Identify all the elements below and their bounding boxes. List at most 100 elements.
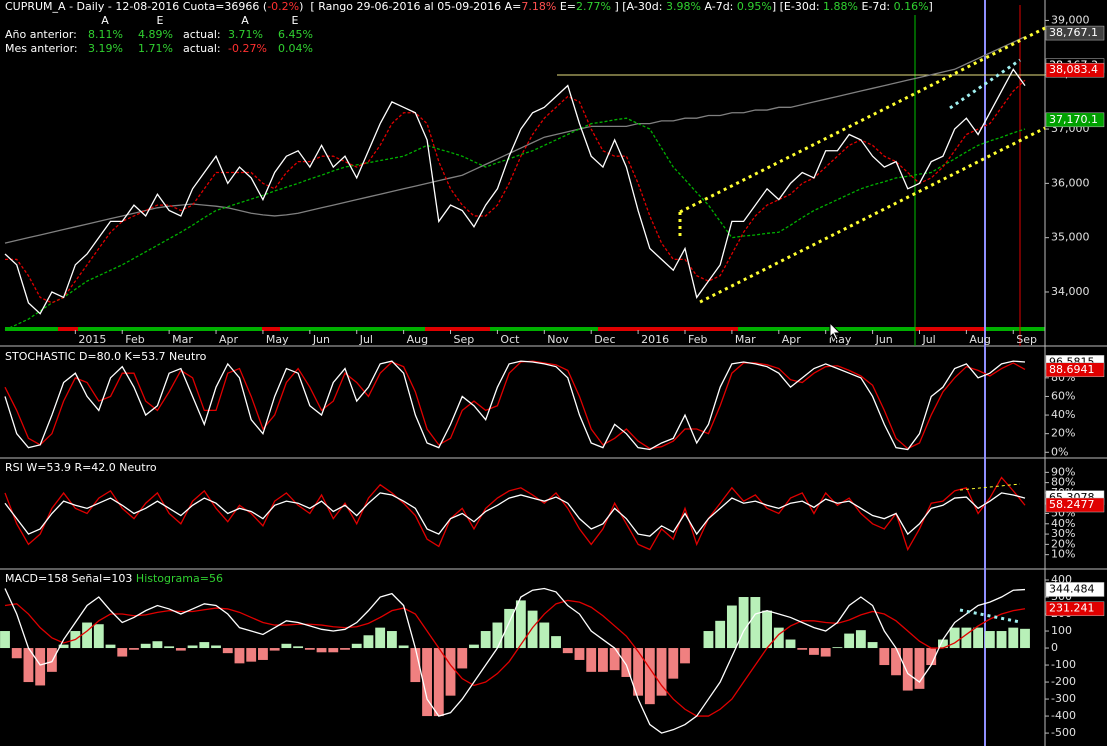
histogram-bar bbox=[539, 622, 550, 649]
value-box bbox=[1045, 582, 1105, 597]
histogram-bar bbox=[926, 648, 937, 666]
histogram-bar bbox=[105, 644, 116, 649]
histogram-bar bbox=[586, 648, 597, 672]
y-tick-label: 40% bbox=[1051, 408, 1075, 421]
value-box-label: 37,170.1 bbox=[1049, 113, 1098, 126]
value-box-label: 38,767.1 bbox=[1049, 26, 1098, 39]
stats-cell: actual: bbox=[183, 28, 221, 41]
histogram-bar bbox=[574, 648, 585, 660]
y-tick-label: 39,000 bbox=[1051, 13, 1090, 26]
histogram-bar bbox=[246, 648, 257, 662]
x-tick-label: Jul bbox=[921, 333, 935, 346]
y-tick-label: -100 bbox=[1051, 658, 1076, 671]
stats-cell: 4.89% bbox=[138, 28, 173, 41]
axis-band-segment bbox=[598, 327, 738, 331]
histogram-bar bbox=[457, 648, 468, 669]
histogram-bar bbox=[738, 597, 749, 649]
x-tick-label: Mar bbox=[735, 333, 756, 346]
mouse-cursor bbox=[829, 321, 842, 341]
y-tick-label: 35,000 bbox=[1051, 231, 1090, 244]
x-tick-label: Oct bbox=[500, 333, 520, 346]
x-tick-label: Mar bbox=[172, 333, 193, 346]
histogram-bar bbox=[527, 610, 538, 649]
title-segment: 1.88% bbox=[823, 0, 858, 13]
histogram-bar bbox=[410, 648, 421, 683]
y-tick-label: -500 bbox=[1051, 726, 1076, 739]
value-box-label: 231.241 bbox=[1049, 602, 1095, 615]
stats-cell: 3.71% bbox=[228, 28, 263, 41]
histogram-bar bbox=[644, 648, 655, 705]
stats-cell: Mes anterior: bbox=[5, 42, 78, 55]
histogram-bar bbox=[386, 631, 397, 649]
histogram-bar bbox=[773, 627, 784, 649]
axis-band-segment bbox=[262, 327, 280, 331]
histogram-bar bbox=[996, 631, 1007, 649]
y-tick-label: 100 bbox=[1051, 624, 1072, 637]
value-box bbox=[1045, 497, 1105, 513]
trend-line bbox=[949, 58, 1021, 110]
x-tick-label: Aug bbox=[969, 333, 990, 346]
histogram-bar bbox=[93, 624, 104, 649]
x-tick-label: Feb bbox=[688, 333, 707, 346]
histogram-bar bbox=[809, 648, 819, 655]
histogram-bar bbox=[961, 627, 972, 649]
title-segment: CUPRUM_A - Daily - 12-08-2016 Cuota=3696… bbox=[5, 0, 267, 13]
x-tick-label: Jul bbox=[359, 333, 373, 346]
title-segment: E-7d: bbox=[858, 0, 894, 13]
title-segment: A-7d: bbox=[701, 0, 737, 13]
y-tick-label: 0 bbox=[1051, 641, 1058, 654]
histogram-bar bbox=[175, 648, 186, 651]
histogram-bar bbox=[0, 631, 10, 649]
x-tick-label: Apr bbox=[219, 333, 239, 346]
histogram-bar bbox=[1020, 628, 1030, 649]
x-tick-label: Nov bbox=[547, 333, 569, 346]
y-tick-label: 36,000 bbox=[1051, 176, 1090, 189]
x-tick-label: Apr bbox=[782, 333, 802, 346]
histogram-bar bbox=[58, 644, 69, 649]
histogram-bar bbox=[551, 636, 561, 649]
histogram-bar bbox=[328, 648, 339, 653]
title-segment: 7.18% bbox=[521, 0, 556, 13]
histogram-bar bbox=[785, 639, 796, 649]
histogram-bar bbox=[891, 648, 901, 676]
histogram-bar bbox=[867, 642, 878, 649]
histogram-bar bbox=[375, 627, 386, 649]
title-segment: 2.77% bbox=[576, 0, 611, 13]
histogram-bar bbox=[949, 627, 960, 649]
value-box bbox=[1045, 62, 1105, 78]
histogram-bar bbox=[515, 600, 526, 649]
histogram-bar bbox=[656, 648, 667, 696]
histogram-bar bbox=[363, 635, 374, 649]
title-segment: 0.95% bbox=[737, 0, 772, 13]
series-line bbox=[4, 36, 1026, 244]
macd-trend-line bbox=[959, 608, 1021, 624]
histogram-bar bbox=[938, 639, 948, 649]
histogram-bar bbox=[984, 631, 995, 649]
histogram-bar bbox=[973, 627, 984, 649]
histogram-bar bbox=[609, 648, 620, 671]
histogram-bar bbox=[855, 630, 866, 649]
x-tick-label: May bbox=[266, 333, 289, 346]
x-tick-label: Aug bbox=[407, 333, 428, 346]
histogram-bar bbox=[726, 605, 737, 649]
histogram-bar bbox=[129, 648, 139, 650]
stats-column: E bbox=[292, 14, 299, 27]
title-segment: E= bbox=[556, 0, 576, 13]
histogram-bar bbox=[422, 648, 432, 717]
histogram-bar bbox=[820, 648, 831, 657]
histogram-bar bbox=[844, 633, 855, 649]
stats-cell: 3.19% bbox=[88, 42, 123, 55]
histogram-bar bbox=[715, 620, 726, 649]
histogram-bar bbox=[832, 647, 843, 649]
histogram-bar bbox=[23, 648, 34, 683]
y-tick-label: 20% bbox=[1051, 537, 1075, 550]
axis-band bbox=[5, 327, 1045, 331]
histogram-bar bbox=[117, 648, 128, 657]
histogram-bar bbox=[762, 610, 772, 649]
histogram-bar bbox=[187, 645, 198, 649]
histogram-bar bbox=[469, 644, 479, 649]
title-segment: Histograma=56 bbox=[136, 572, 223, 585]
